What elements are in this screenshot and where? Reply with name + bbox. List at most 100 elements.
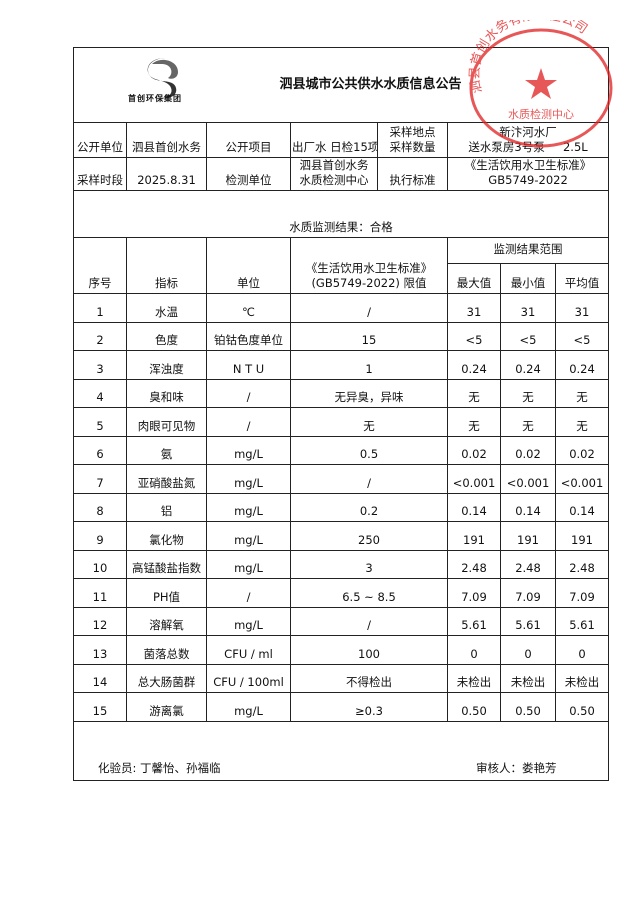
- cell-min: 7.09: [500, 578, 556, 608]
- cell-unit: mg/L: [206, 692, 291, 722]
- cell-avg: 31: [555, 293, 609, 323]
- cell-limit: 250: [290, 521, 448, 551]
- lab-line1: 泗县首创水务: [299, 158, 369, 173]
- cell-name: 浑浊度: [126, 350, 207, 380]
- cell-name: 氨: [126, 435, 207, 465]
- cell-max: 无: [447, 378, 501, 408]
- cell-min: <0.001: [500, 464, 556, 494]
- cell-unit: /: [206, 378, 291, 408]
- col-limit-line1: 《生活饮用水卫生标准》: [305, 261, 433, 275]
- cell-no: 8: [73, 492, 127, 522]
- col-range: 监测结果范围: [447, 237, 609, 264]
- publisher-value: 泗县首创水务: [126, 122, 207, 158]
- cell-unit: mg/L: [206, 435, 291, 465]
- cell-no: 15: [73, 692, 127, 722]
- title-text: 泗县城市公共供水水质信息公告: [279, 76, 462, 92]
- logo-text: 首创环保集团: [128, 94, 182, 103]
- cell-no: 12: [73, 606, 127, 636]
- site-qty-value: 新汴河水厂 送水泵房3号泵 2.5L: [446, 122, 610, 158]
- table-row: 9 氯化物 mg/L 250 191 191 191: [73, 521, 609, 551]
- cell-unit: mg/L: [206, 492, 291, 522]
- cell-no: 9: [73, 521, 127, 551]
- page-title: 泗县城市公共供水水质信息公告: [72, 47, 610, 123]
- cell-min: 0.02: [500, 435, 556, 465]
- cell-limit: 0.5: [290, 435, 448, 465]
- cell-max: 5.61: [447, 606, 501, 636]
- cell-limit: /: [290, 606, 448, 636]
- cell-avg: 191: [555, 521, 609, 551]
- cell-avg: 7.09: [555, 578, 609, 608]
- cell-limit: 不得检出: [290, 663, 448, 693]
- col-max: 最大值: [447, 263, 501, 294]
- cell-unit: mg/L: [206, 549, 291, 579]
- cell-unit: mg/L: [206, 464, 291, 494]
- qty-value: 2.5L: [562, 140, 588, 154]
- cell-name: 高锰酸盐指数: [126, 549, 207, 579]
- cell-limit: 0.2: [290, 492, 448, 522]
- cell-no: 2: [73, 321, 127, 351]
- cell-min: 0: [500, 635, 556, 665]
- cell-avg: 0: [555, 635, 609, 665]
- cell-name: 肉眼可见物: [126, 407, 207, 437]
- company-seal-icon: 泗县首创水务有限责任公司 水质检测中心: [468, 20, 613, 148]
- footer-cell: [73, 720, 609, 781]
- publisher-label: 公开单位: [73, 122, 127, 158]
- cell-limit: 1: [290, 350, 448, 380]
- cell-avg: 未检出: [555, 663, 609, 693]
- table-row: 11 PH值/6.5 ~ 8.5 7.09 7.09 7.09: [73, 578, 609, 608]
- cell-max: 191: [447, 521, 501, 551]
- std-label: 执行标准: [377, 157, 448, 191]
- cell-unit: 铂钴色度单位: [206, 321, 291, 351]
- std-line1: 《生活饮用水卫生标准》: [464, 158, 592, 173]
- cell-avg: 5.61: [555, 606, 609, 636]
- cell-unit: mg/L: [206, 606, 291, 636]
- cell-min: 未检出: [500, 663, 556, 693]
- item-label: 公开项目: [206, 122, 291, 158]
- cell-max: <5: [447, 321, 501, 351]
- period-value: 2025.8.31: [126, 157, 207, 191]
- svg-text:水质检测中心: 水质检测中心: [508, 107, 574, 121]
- table-row: 4 臭和味 / 无异臭，异味无无无: [73, 378, 609, 408]
- cell-limit: 100: [290, 635, 448, 665]
- cell-no: 10: [73, 549, 127, 579]
- cell-avg: 0.50: [555, 692, 609, 722]
- cell-name: 色度: [126, 321, 207, 351]
- col-index: 指标: [126, 237, 207, 294]
- cell-name: 水温: [126, 293, 207, 323]
- cell-max: 2.48: [447, 549, 501, 579]
- lab-line2: 水质检测中心: [299, 173, 369, 187]
- cell-unit: /: [206, 407, 291, 437]
- cell-name: 亚硝酸盐氮: [126, 464, 207, 494]
- cell-avg: <0.001: [555, 464, 609, 494]
- cell-avg: 0.02: [555, 435, 609, 465]
- cell-limit: 无异臭，异味: [290, 378, 448, 408]
- cell-max: 0.24: [447, 350, 501, 380]
- cell-unit: CFU / ml: [206, 635, 291, 665]
- cell-max: 7.09: [447, 578, 501, 608]
- cell-avg: 0.24: [555, 350, 609, 380]
- table-row: 8 铝 mg/L 0.2 0.14 0.14 0.14: [73, 492, 609, 522]
- cell-limit: 3: [290, 549, 448, 579]
- site-value: 新汴河水厂: [499, 125, 557, 139]
- table-row: 2 色度 铂钴色度单位 15 <5 <5 <5: [73, 321, 609, 351]
- item-value: 出厂水 日检15项: [290, 122, 378, 158]
- cell-min: 0.14: [500, 492, 556, 522]
- cell-no: 11: [73, 578, 127, 608]
- cell-min: 无: [500, 378, 556, 408]
- col-limit-line2: (GB5749-2022) 限值: [311, 276, 427, 290]
- col-no: 序号: [73, 237, 127, 294]
- table-row: 12 溶解氧 mg/L/5.61 5.61 5.61: [73, 606, 609, 636]
- cell-min: 31: [500, 293, 556, 323]
- col-unit: 单位: [206, 237, 291, 294]
- period-label: 采样时段: [73, 157, 127, 191]
- cell-max: 无: [447, 407, 501, 437]
- lab-label: 检测单位: [206, 157, 291, 191]
- std-line2: GB5749-2022: [488, 173, 568, 187]
- table-row: 5 肉眼可见物 / 无无无无: [73, 407, 609, 437]
- site-qty-label: 采样地点 采样数量: [377, 122, 448, 158]
- cell-max: 0.14: [447, 492, 501, 522]
- col-min: 最小值: [500, 263, 556, 294]
- cell-unit: N T U: [206, 350, 291, 380]
- table-row: 3 浑浊度 N T U 1 0.24 0.24 0.24: [73, 350, 609, 380]
- cell-limit: ≥0.3: [290, 692, 448, 722]
